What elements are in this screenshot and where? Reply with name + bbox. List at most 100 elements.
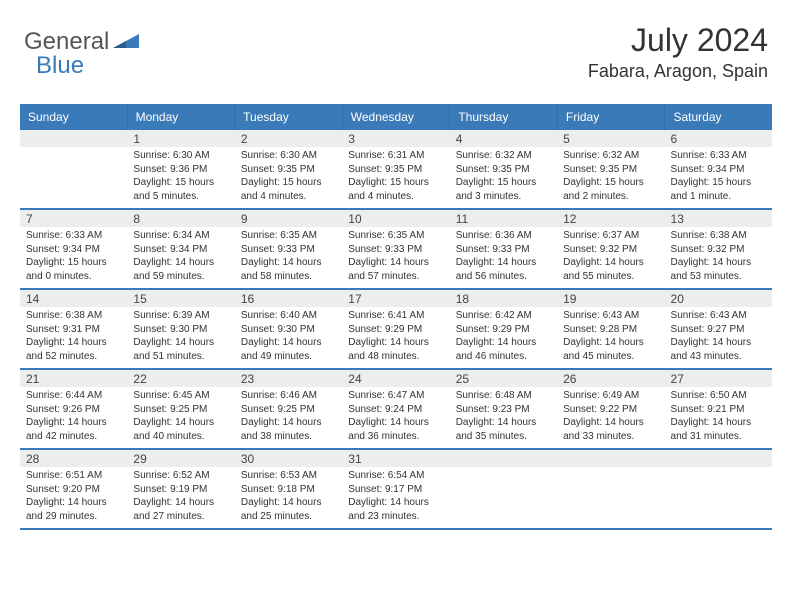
day-content: Sunrise: 6:47 AMSunset: 9:24 PMDaylight:… [342,387,449,447]
week-row: 1Sunrise: 6:30 AMSunset: 9:36 PMDaylight… [20,130,772,210]
day-cell: 27Sunrise: 6:50 AMSunset: 9:21 PMDayligh… [665,370,772,448]
day-daylight2: and 40 minutes. [133,430,228,444]
day-sunrise: Sunrise: 6:53 AM [241,469,336,483]
day-sunset: Sunset: 9:33 PM [348,243,443,257]
day-sunrise: Sunrise: 6:48 AM [456,389,551,403]
day-sunset: Sunset: 9:32 PM [563,243,658,257]
day-daylight2: and 27 minutes. [133,510,228,524]
day-sunset: Sunset: 9:31 PM [26,323,121,337]
day-number: 22 [127,370,234,387]
day-sunset: Sunset: 9:35 PM [456,163,551,177]
dayhead-thursday: Thursday [450,104,558,130]
day-daylight2: and 23 minutes. [348,510,443,524]
day-sunrise: Sunrise: 6:43 AM [563,309,658,323]
day-sunset: Sunset: 9:22 PM [563,403,658,417]
day-number: 25 [450,370,557,387]
day-daylight2: and 4 minutes. [241,190,336,204]
day-daylight1: Daylight: 14 hours [348,256,443,270]
day-sunrise: Sunrise: 6:31 AM [348,149,443,163]
day-cell: 29Sunrise: 6:52 AMSunset: 9:19 PMDayligh… [127,450,234,528]
day-content: Sunrise: 6:52 AMSunset: 9:19 PMDaylight:… [127,467,234,527]
day-daylight1: Daylight: 14 hours [133,256,228,270]
day-daylight2: and 35 minutes. [456,430,551,444]
day-cell: 9Sunrise: 6:35 AMSunset: 9:33 PMDaylight… [235,210,342,288]
day-cell: 13Sunrise: 6:38 AMSunset: 9:32 PMDayligh… [665,210,772,288]
day-sunrise: Sunrise: 6:33 AM [671,149,766,163]
day-cell: 15Sunrise: 6:39 AMSunset: 9:30 PMDayligh… [127,290,234,368]
day-daylight1: Daylight: 14 hours [241,336,336,350]
day-daylight2: and 43 minutes. [671,350,766,364]
day-content: Sunrise: 6:40 AMSunset: 9:30 PMDaylight:… [235,307,342,367]
day-sunrise: Sunrise: 6:40 AM [241,309,336,323]
day-sunrise: Sunrise: 6:49 AM [563,389,658,403]
day-cell: 6Sunrise: 6:33 AMSunset: 9:34 PMDaylight… [665,130,772,208]
dayhead-row: Sunday Monday Tuesday Wednesday Thursday… [20,104,772,130]
day-daylight2: and 3 minutes. [456,190,551,204]
day-number: 26 [557,370,664,387]
day-sunset: Sunset: 9:29 PM [456,323,551,337]
day-number: 24 [342,370,449,387]
day-sunset: Sunset: 9:34 PM [133,243,228,257]
day-daylight1: Daylight: 15 hours [348,176,443,190]
day-cell: 11Sunrise: 6:36 AMSunset: 9:33 PMDayligh… [450,210,557,288]
day-number: 12 [557,210,664,227]
day-daylight2: and 1 minute. [671,190,766,204]
day-number: 20 [665,290,772,307]
day-daylight1: Daylight: 14 hours [133,496,228,510]
day-daylight1: Daylight: 14 hours [348,496,443,510]
day-content: Sunrise: 6:37 AMSunset: 9:32 PMDaylight:… [557,227,664,287]
day-sunrise: Sunrise: 6:37 AM [563,229,658,243]
day-cell: 31Sunrise: 6:54 AMSunset: 9:17 PMDayligh… [342,450,449,528]
day-daylight1: Daylight: 14 hours [671,256,766,270]
day-daylight2: and 52 minutes. [26,350,121,364]
day-daylight1: Daylight: 14 hours [671,336,766,350]
day-daylight2: and 5 minutes. [133,190,228,204]
day-content: Sunrise: 6:30 AMSunset: 9:36 PMDaylight:… [127,147,234,207]
day-cell: 22Sunrise: 6:45 AMSunset: 9:25 PMDayligh… [127,370,234,448]
day-cell: 30Sunrise: 6:53 AMSunset: 9:18 PMDayligh… [235,450,342,528]
day-daylight1: Daylight: 14 hours [563,256,658,270]
day-daylight2: and 51 minutes. [133,350,228,364]
day-content: Sunrise: 6:35 AMSunset: 9:33 PMDaylight:… [342,227,449,287]
day-daylight1: Daylight: 14 hours [133,416,228,430]
location: Fabara, Aragon, Spain [588,61,768,82]
day-number: 15 [127,290,234,307]
day-sunrise: Sunrise: 6:35 AM [348,229,443,243]
day-sunset: Sunset: 9:30 PM [133,323,228,337]
day-number: 31 [342,450,449,467]
day-daylight2: and 42 minutes. [26,430,121,444]
day-sunrise: Sunrise: 6:50 AM [671,389,766,403]
day-daylight1: Daylight: 15 hours [26,256,121,270]
dayhead-monday: Monday [128,104,236,130]
day-sunset: Sunset: 9:20 PM [26,483,121,497]
day-daylight2: and 57 minutes. [348,270,443,284]
day-content: Sunrise: 6:43 AMSunset: 9:27 PMDaylight:… [665,307,772,367]
day-number: 14 [20,290,127,307]
day-daylight1: Daylight: 15 hours [671,176,766,190]
day-cell: 21Sunrise: 6:44 AMSunset: 9:26 PMDayligh… [20,370,127,448]
day-content: Sunrise: 6:50 AMSunset: 9:21 PMDaylight:… [665,387,772,447]
day-sunset: Sunset: 9:26 PM [26,403,121,417]
day-number: 23 [235,370,342,387]
day-daylight1: Daylight: 14 hours [348,336,443,350]
week-row: 21Sunrise: 6:44 AMSunset: 9:26 PMDayligh… [20,370,772,450]
day-sunrise: Sunrise: 6:44 AM [26,389,121,403]
day-content: Sunrise: 6:33 AMSunset: 9:34 PMDaylight:… [665,147,772,207]
day-sunrise: Sunrise: 6:54 AM [348,469,443,483]
day-cell: 16Sunrise: 6:40 AMSunset: 9:30 PMDayligh… [235,290,342,368]
day-cell: 2Sunrise: 6:30 AMSunset: 9:35 PMDaylight… [235,130,342,208]
day-daylight1: Daylight: 14 hours [348,416,443,430]
day-sunrise: Sunrise: 6:30 AM [241,149,336,163]
day-number [665,450,772,467]
day-number: 8 [127,210,234,227]
day-daylight2: and 31 minutes. [671,430,766,444]
day-cell: 10Sunrise: 6:35 AMSunset: 9:33 PMDayligh… [342,210,449,288]
day-cell: 5Sunrise: 6:32 AMSunset: 9:35 PMDaylight… [557,130,664,208]
day-sunset: Sunset: 9:29 PM [348,323,443,337]
day-daylight1: Daylight: 14 hours [241,416,336,430]
logo-text-blue-wrap: Blue [36,52,84,80]
day-sunrise: Sunrise: 6:36 AM [456,229,551,243]
day-sunrise: Sunrise: 6:32 AM [456,149,551,163]
day-number: 29 [127,450,234,467]
calendar: Sunday Monday Tuesday Wednesday Thursday… [20,104,772,530]
